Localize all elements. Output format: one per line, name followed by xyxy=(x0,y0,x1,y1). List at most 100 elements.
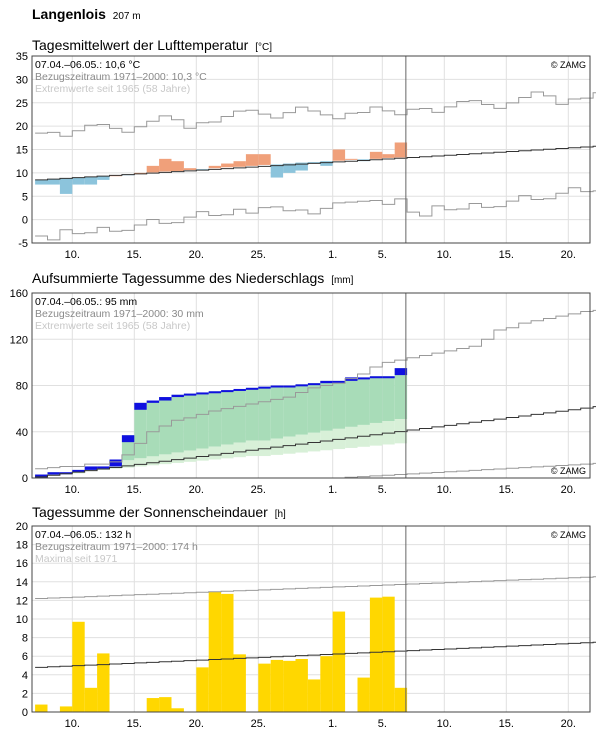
sunshine-bar xyxy=(382,596,395,712)
x-tick-label: 25. xyxy=(251,718,266,729)
x-tick-label: 20. xyxy=(561,484,576,496)
temperature-bar xyxy=(233,161,246,167)
max-extreme-line xyxy=(35,309,596,470)
y-tick-label: 80 xyxy=(16,381,28,393)
sunshine-bar xyxy=(97,653,110,712)
temperature-bar xyxy=(159,158,172,172)
copyright-label: © ZAMG xyxy=(551,530,586,540)
sunshine-bar xyxy=(221,593,234,712)
precip-band-outer xyxy=(171,394,184,453)
y-tick-label: 14 xyxy=(16,577,28,589)
precip-sum-bar xyxy=(35,474,48,478)
temperature-bar xyxy=(221,163,234,168)
precip-band-outer xyxy=(221,390,234,445)
precipitation-panel-title: Aufsummierte Tagessumme des Niederschlag… xyxy=(32,270,353,286)
temperature-unit: [°C] xyxy=(255,42,272,53)
precip-sum-bar xyxy=(357,377,370,380)
sunshine-bar xyxy=(208,592,222,712)
sunshine-bar xyxy=(320,656,333,712)
y-tick-label: 40 xyxy=(16,427,28,439)
precip-sum-bar xyxy=(307,383,321,386)
precip-sum-bar xyxy=(258,386,271,389)
precip-band-outer xyxy=(320,380,333,431)
precip-band-outer xyxy=(233,388,246,443)
x-tick-label: 20. xyxy=(189,718,204,729)
x-tick-label: 5. xyxy=(378,484,387,496)
info-period: 07.04.–06.05.: 132 h xyxy=(35,529,131,541)
precip-band-outer xyxy=(196,392,209,449)
precip-band-outer xyxy=(283,385,296,437)
temperature-bar xyxy=(208,165,222,169)
y-tick-label: 5 xyxy=(22,191,28,203)
info-extremes: Extremwerte seit 1965 (58 Jahre) xyxy=(35,320,190,332)
sunshine-bar xyxy=(307,679,321,712)
sunshine-bar xyxy=(258,663,271,712)
precip-sum-bar xyxy=(59,472,73,475)
x-tick-label: 15. xyxy=(127,718,142,729)
sunshine-bar xyxy=(171,708,184,712)
temperature-bar xyxy=(295,162,308,171)
x-tick-label: 20. xyxy=(561,249,576,261)
precip-band-outer xyxy=(208,391,222,447)
precip-sum-bar xyxy=(270,385,284,388)
temperature-bar xyxy=(307,162,321,164)
precip-sum-bar xyxy=(283,385,296,388)
y-tick-label: 0 xyxy=(22,215,28,227)
info-reference: Bezugszeitraum 1971–2000: 10,3 °C xyxy=(35,71,207,83)
precip-band-inner xyxy=(146,456,160,466)
precip-sum-bar xyxy=(134,402,147,410)
precip-sum-bar xyxy=(394,368,408,376)
plot-frame xyxy=(31,55,591,244)
precip-band-outer xyxy=(345,377,358,427)
info-extremes: Maxima seit 1971 xyxy=(35,553,117,565)
sunshine-bar xyxy=(233,654,246,712)
temperature-bar xyxy=(382,154,395,158)
x-tick-label: 15. xyxy=(499,484,514,496)
x-tick-label: 10. xyxy=(437,718,452,729)
precip-band-outer xyxy=(394,368,408,420)
precip-band-outer xyxy=(134,402,147,459)
x-tick-label: 10. xyxy=(65,249,80,261)
precip-band-inner xyxy=(171,452,184,463)
location-elevation: 207 m xyxy=(112,11,141,22)
sunshine-bar xyxy=(159,697,172,712)
x-tick-label: 1. xyxy=(328,718,337,729)
precip-sum-bar xyxy=(245,387,259,390)
precip-band-inner xyxy=(221,444,234,459)
x-tick-label: 20. xyxy=(189,484,204,496)
precip-band-inner xyxy=(245,440,259,457)
x-tick-label: 5. xyxy=(378,718,387,729)
precip-band-outer xyxy=(183,393,197,451)
y-tick-label: 2 xyxy=(22,688,28,700)
precip-sum-bar xyxy=(196,392,209,395)
sunshine-bar xyxy=(270,659,284,712)
y-tick-label: 20 xyxy=(16,521,28,533)
location-name: Langenlois xyxy=(32,6,106,22)
x-tick-label: 1. xyxy=(328,249,337,261)
temperature-bar xyxy=(332,149,346,161)
temperature-bar xyxy=(47,178,60,185)
y-tick-label: 160 xyxy=(10,288,28,300)
precip-band-outer xyxy=(146,400,160,457)
copyright-label: © ZAMG xyxy=(551,60,586,70)
precip-sum-bar xyxy=(97,466,110,469)
sunshine-bar xyxy=(283,660,296,712)
min-extreme-line xyxy=(35,187,596,241)
sunshine-title: Tagessumme der Sonnenscheindauer xyxy=(32,504,268,520)
max-extreme-line xyxy=(35,576,596,600)
temperature-bar xyxy=(134,172,147,174)
info-reference: Bezugszeitraum 1971–2000: 30 mm xyxy=(35,308,204,320)
chart-panel-1: -5 0 5 10 15 20 25 30 35 10. 15. 20. 25. 1. 5. 10. 15. 20… xyxy=(16,51,596,261)
sunshine-bar xyxy=(394,687,408,712)
y-tick-label: 120 xyxy=(10,334,28,346)
sunshine-bar xyxy=(59,706,73,712)
precip-sum-bar xyxy=(47,472,60,475)
y-tick-label: 35 xyxy=(16,51,28,63)
reference-mean-line xyxy=(35,145,596,181)
temperature-bar xyxy=(345,158,358,160)
precip-band-outer xyxy=(258,386,271,441)
y-tick-label: 18 xyxy=(16,540,28,552)
sunshine-bar xyxy=(72,621,85,712)
precip-sum-bar xyxy=(84,466,98,470)
temperature-panel-title: Tagesmittelwert der Lufttemperatur [°C] xyxy=(32,37,272,53)
